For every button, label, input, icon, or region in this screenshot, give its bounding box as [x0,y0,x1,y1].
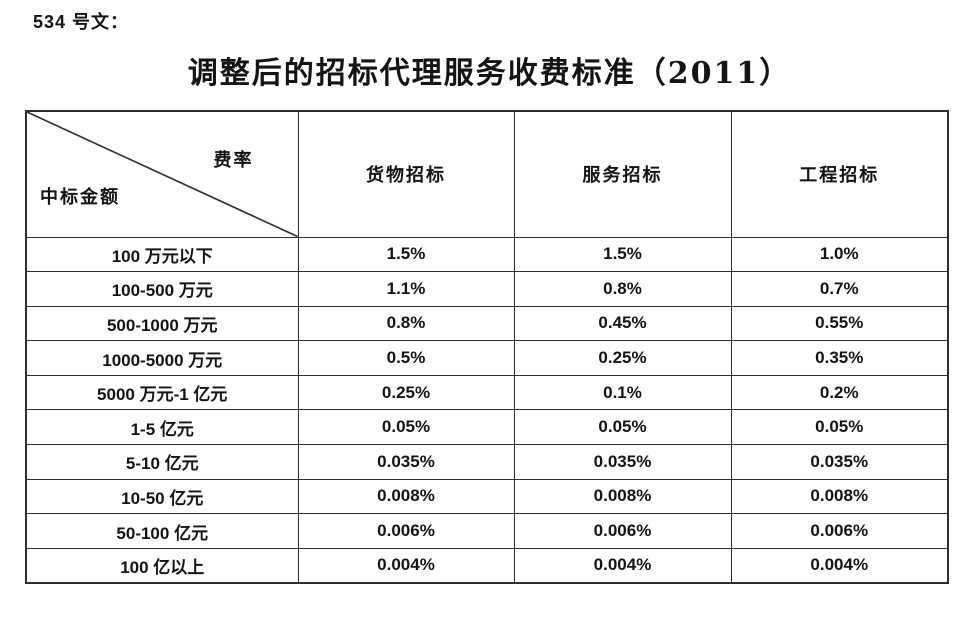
column-header-2: 工程招标 [730,110,949,238]
table-row: 100 亿以上 0.004% 0.004% 0.004% [25,547,949,584]
fee-value-cell: 0.004% [513,547,732,584]
fee-value-cell: 0.008% [513,478,732,515]
row-amount-cell: 5-10 亿元 [25,444,299,480]
table-row: 50-100 亿元 0.006% 0.006% 0.006% [25,513,949,549]
fee-value-cell: 0.5% [297,340,515,376]
fee-value-cell: 0.8% [297,305,515,342]
fee-value-cell: 0.05% [730,409,949,446]
fee-value-cell: 1.5% [513,236,732,273]
table-row: 10-50 亿元 0.008% 0.008% 0.008% [25,478,949,515]
table-row: 100 万元以下 1.5% 1.5% 1.0% [25,236,949,273]
fee-value-cell: 0.006% [297,513,515,549]
table-row: 500-1000 万元 0.8% 0.45% 0.55% [25,305,949,342]
fee-value-cell: 0.004% [730,547,949,584]
row-amount-cell: 100 亿以上 [25,547,299,584]
fee-value-cell: 0.2% [730,374,949,411]
corner-label-amount: 中标金额 [40,186,120,208]
fee-table-body: 100 万元以下 1.5% 1.5% 1.0% 100-500 万元 1.1% 0.8% 0.… [25,236,949,584]
table-row: 1-5 亿元 0.05% 0.05% 0.05% [25,409,949,446]
fee-value-cell: 0.25% [297,374,515,411]
table-row: 1000-5000 万元 0.5% 0.25% 0.35% [25,340,949,376]
fee-value-cell: 0.05% [513,409,732,446]
fee-value-cell: 0.004% [297,547,515,584]
header-row: 费率 中标金额 货物招标 服务招标 工程招标 [25,110,949,238]
fee-rate-table: 费率 中标金额 货物招标 服务招标 工程招标 100 万元以下 1.5% 1.5% 1.0… [25,110,949,584]
table-row: 100-500 万元 1.1% 0.8% 0.7% [25,271,949,307]
row-amount-cell: 50-100 亿元 [25,513,299,549]
fee-value-cell: 0.008% [297,478,515,515]
fee-value-cell: 1.0% [730,236,949,273]
table-row: 5-10 亿元 0.035% 0.035% 0.035% [25,444,949,480]
row-amount-cell: 5000 万元-1 亿元 [25,374,299,411]
fee-value-cell: 0.05% [297,409,515,446]
column-header-0: 货物招标 [297,110,515,238]
fee-value-cell: 0.25% [513,340,732,376]
fee-value-cell: 0.035% [297,444,515,480]
column-header-1: 服务招标 [513,110,732,238]
fee-value-cell: 0.006% [513,513,732,549]
fee-value-cell: 0.035% [730,444,949,480]
fee-value-cell: 0.35% [730,340,949,376]
fee-value-cell: 0.1% [513,374,732,411]
fee-value-cell: 0.45% [513,305,732,342]
row-amount-cell: 1-5 亿元 [25,409,299,446]
row-amount-cell: 500-1000 万元 [25,305,299,342]
fee-value-cell: 0.7% [730,271,949,307]
row-amount-cell: 1000-5000 万元 [25,340,299,376]
doc-number-label: 534 号文： [33,12,130,32]
fee-value-cell: 0.035% [513,444,732,480]
fee-value-cell: 0.55% [730,305,949,342]
fee-value-cell: 0.8% [513,271,732,307]
corner-header-cell: 费率 中标金额 [25,110,299,238]
row-amount-cell: 100 万元以下 [25,236,299,273]
fee-value-cell: 0.008% [730,478,949,515]
diagonal-divider-line [27,112,298,237]
row-amount-cell: 100-500 万元 [25,271,299,307]
row-amount-cell: 10-50 亿元 [25,478,299,515]
fee-value-cell: 1.1% [297,271,515,307]
page-title: 调整后的招标代理服务收费标准（2011） [187,56,792,91]
fee-value-cell: 1.5% [297,236,515,273]
fee-value-cell: 0.006% [730,513,949,549]
corner-label-rate: 费率 [213,150,254,171]
table-row: 5000 万元-1 亿元 0.25% 0.1% 0.2% [25,374,949,411]
